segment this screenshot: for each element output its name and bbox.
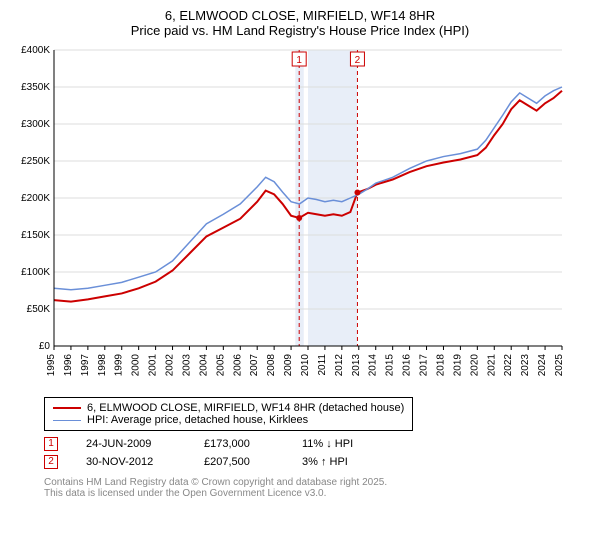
event-marker: 1 (44, 437, 58, 451)
event-marker: 2 (44, 455, 58, 469)
svg-text:2008: 2008 (266, 354, 277, 377)
event-price: £207,500 (204, 456, 274, 468)
svg-text:2016: 2016 (402, 354, 413, 377)
svg-text:1997: 1997 (80, 354, 91, 377)
svg-text:2017: 2017 (419, 354, 430, 377)
legend: 6, ELMWOOD CLOSE, MIRFIELD, WF14 8HR (de… (44, 397, 413, 431)
svg-text:2003: 2003 (181, 354, 192, 377)
event-date: 24-JUN-2009 (86, 438, 176, 450)
svg-text:2002: 2002 (165, 354, 176, 377)
svg-text:2000: 2000 (131, 354, 142, 377)
svg-text:£250K: £250K (21, 156, 50, 167)
legend-label: HPI: Average price, detached house, Kirk… (87, 414, 308, 426)
svg-text:£300K: £300K (21, 119, 50, 130)
svg-text:2004: 2004 (198, 354, 209, 377)
footer-line1: Contains HM Land Registry data © Crown c… (44, 477, 592, 488)
svg-text:2010: 2010 (300, 354, 311, 377)
svg-text:2014: 2014 (368, 354, 379, 377)
svg-text:£400K: £400K (21, 46, 50, 56)
svg-text:2006: 2006 (232, 354, 243, 377)
legend-swatch (53, 420, 81, 421)
chart-title-line1: 6, ELMWOOD CLOSE, MIRFIELD, WF14 8HR (8, 8, 592, 23)
event-delta: 3% ↑ HPI (302, 456, 382, 468)
event-price: £173,000 (204, 438, 274, 450)
svg-text:2018: 2018 (435, 354, 446, 377)
footer-line2: This data is licensed under the Open Gov… (44, 488, 592, 499)
svg-text:2019: 2019 (452, 354, 463, 377)
svg-text:£150K: £150K (21, 230, 50, 241)
svg-text:2007: 2007 (249, 354, 260, 377)
footer: Contains HM Land Registry data © Crown c… (44, 477, 592, 499)
svg-text:1996: 1996 (63, 354, 74, 377)
svg-text:2021: 2021 (486, 354, 497, 377)
svg-text:2012: 2012 (334, 354, 345, 377)
event-date: 30-NOV-2012 (86, 456, 176, 468)
legend-label: 6, ELMWOOD CLOSE, MIRFIELD, WF14 8HR (de… (87, 402, 404, 414)
svg-text:1998: 1998 (97, 354, 108, 377)
svg-text:2022: 2022 (503, 354, 514, 377)
svg-text:2015: 2015 (385, 354, 396, 377)
svg-text:2009: 2009 (283, 354, 294, 377)
svg-text:£350K: £350K (21, 82, 50, 93)
svg-text:2001: 2001 (148, 354, 159, 377)
svg-text:£200K: £200K (21, 193, 50, 204)
chart-title-line2: Price paid vs. HM Land Registry's House … (8, 23, 592, 38)
svg-text:2013: 2013 (351, 354, 362, 377)
svg-text:2023: 2023 (520, 354, 531, 377)
svg-text:2024: 2024 (537, 354, 548, 377)
svg-text:2011: 2011 (317, 354, 328, 376)
chart-title-block: 6, ELMWOOD CLOSE, MIRFIELD, WF14 8HR Pri… (8, 8, 592, 38)
svg-text:2: 2 (355, 55, 361, 66)
event-row: 1 24-JUN-2009 £173,000 11% ↓ HPI (44, 435, 592, 453)
legend-row: 6, ELMWOOD CLOSE, MIRFIELD, WF14 8HR (de… (53, 402, 404, 414)
svg-text:£100K: £100K (21, 267, 50, 278)
event-delta: 11% ↓ HPI (302, 438, 382, 450)
svg-text:2025: 2025 (554, 354, 565, 377)
events-table: 1 24-JUN-2009 £173,000 11% ↓ HPI 2 30-NOV-201… (44, 435, 592, 471)
svg-text:1: 1 (296, 55, 302, 66)
svg-text:£50K: £50K (27, 304, 51, 315)
legend-row: HPI: Average price, detached house, Kirk… (53, 414, 404, 426)
svg-text:1995: 1995 (46, 354, 57, 377)
price-chart: £0 £50K £100K £150K £200K £250K £300K £350K £400… (8, 46, 568, 386)
svg-text:£0: £0 (39, 341, 51, 352)
svg-text:2020: 2020 (469, 354, 480, 377)
legend-swatch (53, 407, 81, 409)
svg-text:1999: 1999 (114, 354, 125, 377)
svg-text:2005: 2005 (215, 354, 226, 377)
event-row: 2 30-NOV-2012 £207,500 3% ↑ HPI (44, 453, 592, 471)
chart-container: £0 £50K £100K £150K £200K £250K £300K £350K £400… (8, 46, 592, 391)
